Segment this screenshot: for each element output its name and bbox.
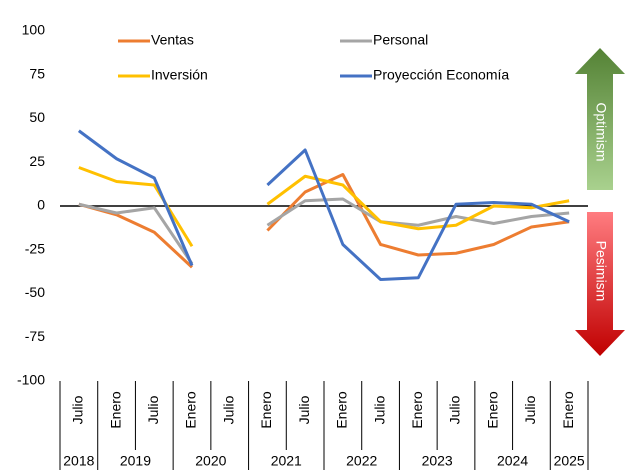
year-label: 2018 <box>63 453 94 469</box>
year-label: 2021 <box>271 453 302 469</box>
x-tick-label: Enero <box>183 391 199 429</box>
x-tick-label: Enero <box>409 391 425 429</box>
x-tick-label: Julio <box>522 395 538 424</box>
x-tick-label: Julio <box>220 395 236 424</box>
x-tick-label: Julio <box>145 395 161 424</box>
series-line <box>78 197 570 265</box>
x-tick-label: Enero <box>107 391 123 429</box>
legend-label: Ventas <box>151 32 194 48</box>
y-tick-label: 100 <box>22 22 46 38</box>
y-tick-label: -50 <box>25 284 45 300</box>
x-tick-label: Julio <box>70 395 86 424</box>
y-tick-label: 50 <box>29 109 45 125</box>
y-tick-label: -25 <box>25 240 45 256</box>
year-label: 2024 <box>497 453 528 469</box>
x-tick-label: Julio <box>447 395 463 424</box>
legend-label: Personal <box>373 32 428 48</box>
series-line <box>78 173 570 269</box>
pesimism-label: Pesimism <box>593 241 609 302</box>
x-tick-label: Enero <box>484 391 500 429</box>
y-tick-label: 0 <box>37 197 45 213</box>
legend-label: Inversión <box>151 67 208 83</box>
optimism-arrow <box>575 48 625 190</box>
x-tick-label: Julio <box>371 395 387 424</box>
series-line <box>77 129 570 281</box>
y-tick-label: 75 <box>29 65 45 81</box>
x-tick-label: Julio <box>296 395 312 424</box>
year-label: 2025 <box>554 453 585 469</box>
x-tick-label: Enero <box>560 391 576 429</box>
y-tick-label: -75 <box>25 328 45 344</box>
x-tick-label: Enero <box>334 391 350 429</box>
year-label: 2022 <box>346 453 377 469</box>
year-label: 2023 <box>422 453 453 469</box>
year-label: 2020 <box>195 453 226 469</box>
y-tick-label: -100 <box>17 372 45 388</box>
year-label: 2019 <box>120 453 151 469</box>
legend-label: Proyección Economía <box>373 67 509 83</box>
y-tick-label: 25 <box>29 153 45 169</box>
pesimism-arrow <box>575 212 625 356</box>
x-tick-label: Enero <box>258 391 274 429</box>
optimism-label: Optimism <box>593 102 609 161</box>
